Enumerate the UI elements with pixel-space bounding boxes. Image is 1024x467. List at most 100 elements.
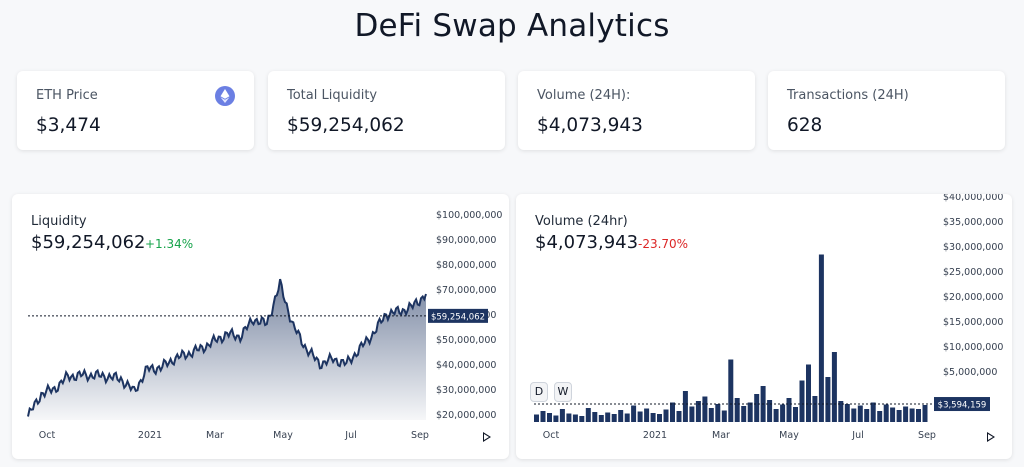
- eth-price-card: ETH Price $3,474: [17, 71, 254, 150]
- y-tick-label: $25,000,000: [943, 267, 1003, 278]
- volume-bar: [715, 404, 721, 422]
- volume-bar: [818, 254, 824, 422]
- x-tick-label: Sep: [411, 430, 429, 441]
- x-tick-label: Oct: [39, 430, 56, 441]
- y-tick-label: $20,000,000: [943, 292, 1003, 303]
- current-value-label: $59,254,062: [431, 312, 485, 322]
- current-value-badge: [428, 308, 488, 323]
- y-tick-label: $80,000,000: [436, 260, 496, 271]
- volume-bar: [663, 409, 669, 422]
- volume-bar: [579, 416, 585, 422]
- volume-bar: [566, 413, 572, 422]
- volume-bar: [754, 394, 760, 422]
- total-liquidity-card: Total Liquidity $59,254,062: [268, 71, 505, 150]
- page-title: DeFi Swap Analytics: [354, 8, 670, 44]
- play-icon[interactable]: [987, 432, 995, 442]
- volume-chart[interactable]: $5,000,000 $10,000,000 $15,000,000 $20,000,…: [516, 194, 1012, 459]
- volume-bar: [883, 404, 889, 422]
- play-icon[interactable]: [483, 432, 491, 442]
- volume-bar: [702, 396, 708, 422]
- volume-bar: [572, 414, 578, 422]
- ethereum-icon: [215, 86, 235, 106]
- volume-change: -23.70%: [638, 237, 689, 251]
- y-tick-label: $90,000,000: [436, 235, 496, 246]
- volume-bar: [689, 406, 695, 422]
- volume-bar: [741, 406, 747, 422]
- liquidity-chart[interactable]: $20,000,000 $30,000,000 $40,000,000 $50,000…: [12, 194, 509, 459]
- volume-bar: [909, 408, 915, 422]
- eth-price-value: $3,474: [36, 115, 101, 136]
- x-tick-label: 2021: [138, 430, 162, 441]
- x-tick-label: May: [779, 430, 799, 441]
- y-tick-label: $10,000,000: [943, 342, 1003, 353]
- x-tick-label: May: [273, 430, 293, 441]
- volume-bar: [585, 408, 591, 422]
- eth-price-label: ETH Price: [36, 88, 98, 103]
- volume-chart-label: Volume (24hr): [535, 214, 628, 229]
- y-tick-label: $40,000,000: [943, 194, 1003, 203]
- transactions-24h-card: Transactions (24H) 628: [768, 71, 1005, 150]
- total-liquidity-label: Total Liquidity: [287, 88, 378, 103]
- y-tick-label: $15,000,000: [943, 317, 1003, 328]
- volume-bar: [598, 415, 604, 422]
- transactions-24h-value: 628: [787, 115, 823, 136]
- weekly-interval-button[interactable]: W: [554, 382, 572, 402]
- current-value-label: $3,594,159: [938, 401, 987, 411]
- volume-bar: [540, 411, 546, 422]
- volume-bar: [780, 404, 786, 422]
- volume-chart-value: $4,073,943: [535, 232, 639, 253]
- volume-bar: [806, 364, 811, 422]
- volume-bar: [838, 401, 844, 422]
- volume-bar: [793, 407, 798, 422]
- volume-bar: [799, 380, 805, 422]
- x-tick-label: Jul: [344, 430, 356, 441]
- volume-bar: [773, 409, 779, 422]
- volume-bar: [896, 410, 902, 422]
- volume-bar: [670, 402, 675, 422]
- volume-bar: [903, 406, 909, 422]
- volume-bar: [857, 405, 863, 422]
- volume-bar: [631, 405, 637, 422]
- volume-bar: [844, 404, 850, 422]
- volume-bar: [721, 410, 727, 422]
- volume-bar: [605, 412, 611, 422]
- y-tick-label: $20,000,000: [436, 410, 496, 421]
- volume-bar: [870, 402, 876, 422]
- volume-bar: [644, 408, 650, 422]
- liquidity-area: [28, 279, 426, 420]
- x-tick-label: Jul: [851, 430, 863, 441]
- volume-bar: [812, 396, 818, 422]
- volume-bar: [767, 400, 773, 422]
- daily-interval-button[interactable]: D: [530, 382, 548, 402]
- y-tick-label: $30,000,000: [436, 385, 496, 396]
- volume-bar: [825, 377, 831, 422]
- volume-bar: [922, 405, 928, 422]
- volume-bar: [916, 409, 921, 422]
- volume-24h-card: Volume (24H): $4,073,943: [518, 71, 755, 150]
- volume-bar: [877, 411, 883, 422]
- volume-bar: [534, 414, 539, 422]
- volume-bar: [624, 413, 630, 422]
- total-liquidity-value: $59,254,062: [287, 115, 405, 136]
- y-tick-label: $40,000,000: [436, 360, 496, 371]
- volume-bar: [657, 414, 662, 422]
- volume-bar: [734, 398, 740, 422]
- y-tick-label: $30,000,000: [943, 242, 1003, 253]
- volume-bar: [786, 398, 792, 422]
- volume-bar: [747, 402, 753, 422]
- volume-bar: [592, 412, 598, 422]
- volume-bar: [864, 409, 870, 422]
- liquidity-chart-panel[interactable]: $20,000,000 $30,000,000 $40,000,000 $50,000…: [12, 194, 509, 459]
- transactions-24h-label: Transactions (24H): [787, 88, 909, 103]
- volume-bar: [676, 411, 682, 422]
- y-tick-label: $70,000,000: [436, 285, 496, 296]
- liquidity-chart-value: $59,254,062: [31, 232, 146, 253]
- x-tick-label: Mar: [206, 430, 224, 441]
- volume-chart-panel[interactable]: $5,000,000 $10,000,000 $15,000,000 $20,000,…: [516, 194, 1012, 459]
- volume-bar: [559, 409, 565, 422]
- volume-24h-label: Volume (24H):: [537, 88, 631, 103]
- volume-bar: [708, 408, 714, 422]
- x-tick-label: Oct: [543, 430, 560, 441]
- volume-bar: [547, 413, 552, 422]
- volume-bar: [650, 413, 656, 422]
